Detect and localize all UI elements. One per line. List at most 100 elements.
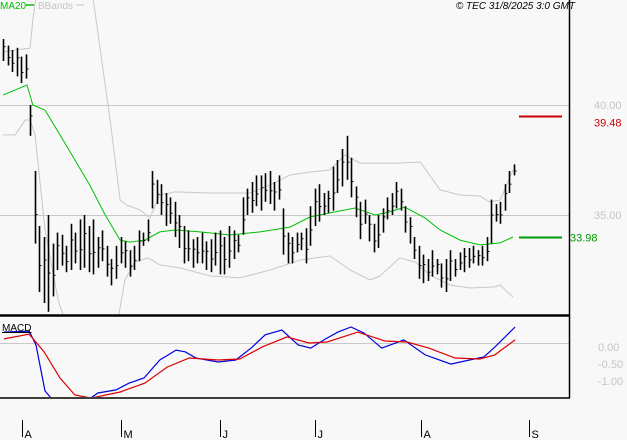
price-bar xyxy=(70,223,74,270)
price-bar xyxy=(486,237,490,262)
price-bar xyxy=(323,193,327,215)
price-bar xyxy=(355,186,359,218)
macd-tick-label: -0.50 xyxy=(598,359,623,371)
price-bar xyxy=(368,215,372,242)
price-bar xyxy=(242,197,246,235)
price-bar xyxy=(296,232,300,253)
price-bar xyxy=(25,54,29,79)
price-bar xyxy=(472,245,476,264)
price-bar xyxy=(418,245,422,279)
price-bar xyxy=(395,182,399,209)
price-bar xyxy=(459,252,463,270)
macd-tick-label: -1.00 xyxy=(598,376,623,388)
price-bar xyxy=(138,230,142,262)
price-bar xyxy=(61,234,65,266)
price-bars xyxy=(2,39,517,312)
price-bar xyxy=(273,182,277,211)
price-bar xyxy=(400,188,404,211)
price-bar xyxy=(445,259,449,292)
price-bar xyxy=(255,175,259,207)
price-bar xyxy=(56,232,60,270)
price-bar xyxy=(440,263,444,288)
price-bar xyxy=(246,188,250,215)
price-tick-label: 40.00 xyxy=(594,100,622,112)
price-bar xyxy=(201,232,205,264)
price-bar xyxy=(129,250,133,277)
price-bar xyxy=(391,193,395,215)
price-bar xyxy=(147,219,151,242)
price-bar xyxy=(260,175,264,211)
price-bar xyxy=(463,248,467,273)
macd-tick-label: 0.00 xyxy=(598,342,619,354)
price-levels: 39.48 33.98 xyxy=(519,115,622,245)
month-label: A xyxy=(25,429,33,440)
price-bar xyxy=(233,230,237,259)
price-bar xyxy=(92,219,96,275)
bb-upper-line xyxy=(2,0,514,219)
price-bar xyxy=(11,50,15,72)
price-bar xyxy=(427,259,431,281)
price-bar xyxy=(205,241,209,270)
price-bar xyxy=(382,208,386,233)
price-bar xyxy=(291,237,295,264)
price-bar xyxy=(7,45,11,66)
price-tick-label: 35.00 xyxy=(594,210,622,222)
price-bar xyxy=(477,250,481,266)
price-bar xyxy=(468,248,472,268)
price-bar xyxy=(65,245,69,273)
price-bar xyxy=(251,182,255,213)
price-bar xyxy=(133,245,137,270)
resistance-label: 39.48 xyxy=(594,118,622,130)
legend: MA20 BBands © TEC 31/8/2025 3:0 GMT MACD xyxy=(0,1,576,334)
price-bar xyxy=(386,197,390,220)
price-bar xyxy=(106,245,110,277)
price-bar xyxy=(214,232,218,266)
price-bar xyxy=(287,232,291,264)
bollinger-bands xyxy=(2,0,514,314)
price-bar xyxy=(219,230,223,275)
price-bar xyxy=(282,208,286,255)
price-bar xyxy=(192,239,196,268)
price-bar xyxy=(174,201,178,237)
bb-lower-line xyxy=(3,119,514,314)
price-bar xyxy=(377,215,381,248)
price-bar xyxy=(454,259,458,277)
price-bar xyxy=(210,239,214,273)
price-bar xyxy=(346,135,350,180)
price-bar xyxy=(38,226,42,292)
month-label: J xyxy=(318,429,324,440)
support-label: 33.98 xyxy=(570,233,598,245)
price-bar xyxy=(43,237,47,303)
price-bar xyxy=(187,230,191,262)
price-bar xyxy=(341,149,345,187)
macd-line xyxy=(3,326,516,397)
price-bar xyxy=(336,160,340,193)
axes xyxy=(0,0,571,399)
price-bar xyxy=(309,206,313,246)
price-bar xyxy=(305,228,309,264)
price-bar xyxy=(120,237,124,264)
price-bar xyxy=(16,47,20,77)
price-bar xyxy=(74,232,78,264)
price-bar xyxy=(228,226,232,268)
price-bar xyxy=(156,179,160,204)
price-bar xyxy=(47,215,51,312)
price-bar xyxy=(52,243,56,297)
signal-line xyxy=(3,331,516,397)
price-bar xyxy=(264,173,268,202)
price-bar xyxy=(332,166,336,211)
macd-panel xyxy=(3,326,516,397)
price-bar xyxy=(269,171,273,204)
price-bar xyxy=(409,217,413,244)
price-bar xyxy=(314,188,318,226)
price-bar xyxy=(436,259,440,275)
price-bar xyxy=(151,171,155,209)
price-bar xyxy=(359,201,363,240)
month-label: S xyxy=(532,429,539,440)
price-bar xyxy=(83,215,87,268)
price-bar xyxy=(373,223,377,253)
price-bar xyxy=(490,199,494,244)
price-bar xyxy=(124,241,128,268)
price-bar xyxy=(495,204,499,222)
